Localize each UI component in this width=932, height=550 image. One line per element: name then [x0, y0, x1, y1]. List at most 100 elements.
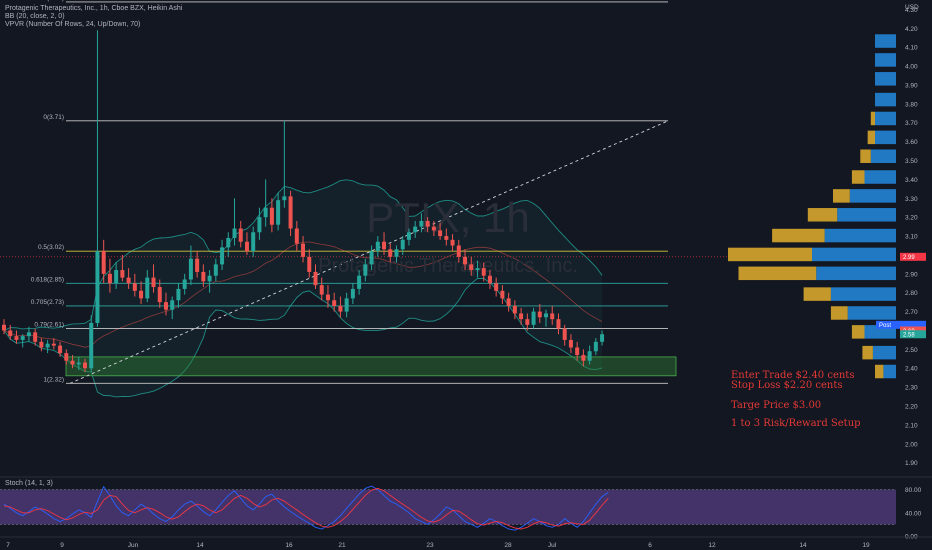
price-badge: [900, 330, 926, 339]
candle-body: [406, 232, 411, 240]
candle-body: [126, 277, 131, 284]
price-tick-label: 4.20: [905, 26, 918, 33]
candle-body: [500, 290, 505, 299]
candle-body: [562, 328, 567, 340]
vp-row-up: [883, 364, 896, 379]
candle-body: [307, 256, 312, 272]
price-tick-label: 2.90: [905, 271, 918, 278]
vp-row-down: [862, 345, 873, 360]
candle-body: [176, 288, 181, 301]
candle-body: [232, 228, 237, 238]
time-tick-label: Jun: [128, 542, 139, 549]
candle-body: [170, 300, 175, 310]
candle-body: [120, 270, 125, 278]
price-tick-label: 3.30: [905, 196, 918, 203]
candle-body: [568, 339, 573, 348]
candle-body: [82, 362, 87, 369]
vp-row-up: [875, 92, 896, 107]
vp-row-down: [728, 247, 812, 262]
price-tick-label: 3.40: [905, 177, 918, 184]
time-tick-label: 14: [799, 542, 807, 549]
price-tick-label: 4.00: [905, 64, 918, 71]
candle-body: [163, 302, 168, 310]
price-tick-label: 3.10: [905, 234, 918, 241]
candle-body: [263, 207, 268, 218]
price-badge-label: 2.58: [903, 333, 915, 339]
candle-body: [319, 285, 324, 295]
vp-row-down: [738, 266, 817, 281]
trade-annotation: Enter Trade $2.40 cents: [731, 370, 854, 381]
volume-profile: [728, 34, 896, 379]
candle-body: [350, 288, 355, 299]
vp-row-down: [830, 306, 848, 320]
vp-row-up: [849, 189, 896, 203]
fib-level-label: 0.5(3.02): [38, 244, 64, 251]
candle-body: [382, 241, 387, 250]
vp-row-up: [875, 34, 896, 48]
candle-body: [431, 226, 436, 231]
vp-row-up: [816, 266, 896, 281]
price-badge: [900, 252, 926, 261]
symbol-legend: Protagenic Therapeutics, Inc., 1h, Cboe …: [5, 5, 183, 12]
price-tick-label: 3.60: [905, 139, 918, 146]
time-tick-label: 19: [862, 542, 870, 549]
candle-body: [357, 275, 362, 289]
candle-body: [425, 220, 430, 227]
time-tick-label: 14: [196, 542, 204, 549]
stoch-d-line: [3, 487, 609, 530]
price-tick-label: 2.80: [905, 290, 918, 297]
time-tick-label: 16: [285, 542, 293, 549]
time-axis[interactable]: 7 9 Jun 14 16 21 23 28 Jul 6 12 14 19: [0, 536, 932, 549]
vp-row-down: [867, 130, 875, 145]
candle-body: [39, 341, 44, 348]
price-tick-label: 3.80: [905, 101, 918, 108]
price-tick-label: 4.30: [905, 7, 918, 14]
candle-body: [481, 268, 486, 276]
price-tick-label: 3.20: [905, 215, 918, 222]
price-tick-label: 2.10: [905, 422, 918, 429]
candle-body: [444, 236, 449, 240]
candle-body: [369, 251, 374, 265]
candle-body: [238, 228, 243, 242]
candle-body: [145, 277, 150, 299]
price-pane[interactable]: -0.5(4.41) 0(3.71) 0.5(3.02) 0.618(2.85) 0.7…: [0, 0, 896, 429]
candle-body: [438, 230, 443, 237]
price-tick-label: 2.00: [905, 441, 918, 448]
candle-body: [64, 353, 69, 361]
vpvr-legend: VPVR (Number Of Rows, 24, Up/Down, 70): [5, 21, 141, 28]
fib-level-label: 1(2.32): [43, 376, 64, 383]
candle-body: [363, 264, 368, 276]
fib-level-label: 0(3.71): [43, 114, 64, 121]
vp-row-up: [875, 111, 896, 126]
trade-annotation: Targe Price $3.00: [731, 400, 821, 411]
candle-body: [76, 362, 81, 365]
candle-body: [70, 360, 75, 365]
candle-body: [531, 311, 536, 325]
candle-body: [313, 271, 318, 286]
candle-body: [301, 243, 306, 257]
time-tick-label: 21: [338, 542, 346, 549]
candle-body: [537, 311, 542, 318]
candle-body: [450, 239, 455, 246]
bb-legend: BB (20, close, 2, 0): [5, 13, 65, 20]
candle-body: [388, 249, 393, 257]
candle-body: [487, 275, 492, 284]
stoch-legend: Stoch (14, 1, 3): [5, 480, 53, 487]
candle-body: [276, 200, 281, 225]
fib-level-label: 0.618(2.85): [31, 276, 64, 283]
price-axis-unit: USD: [905, 4, 919, 11]
price-axis[interactable]: 4.30 4.20 4.10 4.00 3.90 3.80 3.70 3.60 3.50 3.40…: [876, 0, 932, 476]
time-tick-label: 28: [504, 542, 512, 549]
price-tick-label: 2.20: [905, 404, 918, 411]
candle-body: [506, 298, 511, 306]
trade-annotation: Stop Loss $2.20 cents: [731, 380, 843, 391]
candle-body: [188, 258, 193, 280]
candle-body: [475, 268, 480, 271]
candle-body: [101, 251, 106, 274]
candle-body: [525, 319, 530, 325]
candle-body: [95, 251, 100, 323]
vp-row-down: [807, 208, 838, 222]
candle-body: [544, 313, 549, 318]
